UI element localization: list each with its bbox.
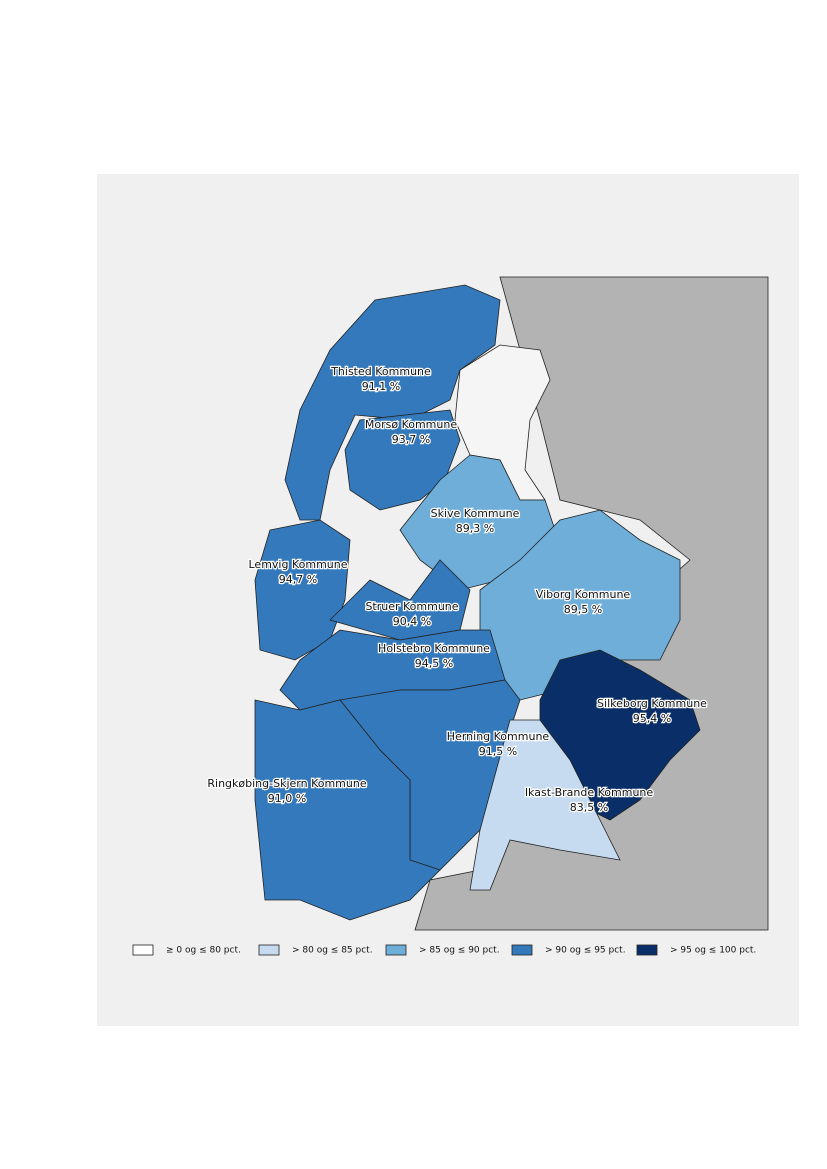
region-name: Lemvig Kommune [249,558,348,571]
region-value: 89,5 % [564,603,602,616]
region-value: 93,7 % [392,433,430,446]
region-name: Viborg Kommune [536,588,631,601]
region-value: 91,1 % [362,380,400,393]
legend-swatch [258,944,280,956]
white-area [454,344,551,501]
region [469,719,621,891]
region-name: Holstebro Kommune [378,642,490,655]
region-value: 90,4 % [393,615,431,628]
region-name: Morsø Kommune [365,418,457,431]
region-value: 95,4 % [633,712,671,725]
legend-label: > 80 og ≤ 85 pct. [292,946,373,956]
region-name: Silkeborg Kommune [597,697,707,710]
legend-swatch [132,944,154,956]
region-name: Skive Kommune [431,507,520,520]
legend-swatch [636,944,658,956]
region-value: 94,5 % [415,657,453,670]
legend-label: > 85 og ≤ 90 pct. [419,946,500,956]
region-name: Thisted Kommune [330,365,431,378]
legend-label: ≥ 0 og ≤ 80 pct. [166,946,241,956]
region-value: 83,5 % [570,801,608,814]
region-value: 89,3 % [456,522,494,535]
legend-label: > 90 og ≤ 95 pct. [545,946,626,956]
region-value: 94,7 % [279,573,317,586]
region-name: Ringkøbing-Skjern Kommune [207,777,366,790]
region-value: 91,5 % [479,745,517,758]
region [284,284,501,521]
region-name: Ikast-Brande Kommune [525,786,654,799]
region-value: 91,0 % [268,792,306,805]
region [254,699,441,921]
region-name: Herning Kommune [447,730,550,743]
legend-label: > 95 og ≤ 100 pct. [670,946,756,956]
legend-swatch [385,944,407,956]
region-name: Struer Kommune [365,600,458,613]
region [344,409,461,511]
legend-swatch [511,944,533,956]
